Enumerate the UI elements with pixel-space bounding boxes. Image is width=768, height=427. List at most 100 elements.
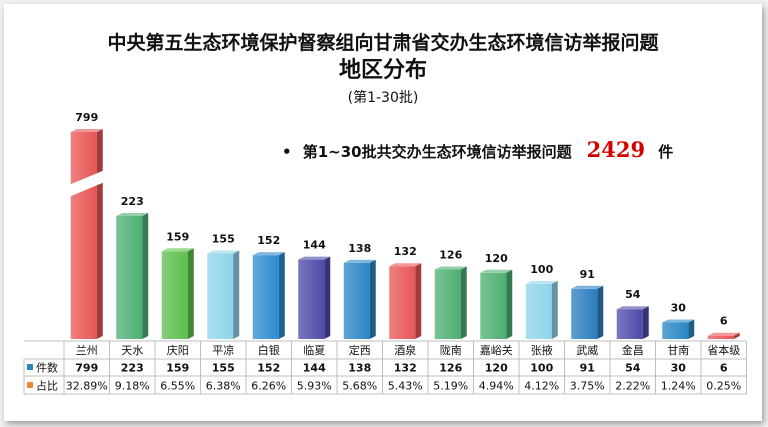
share-cell-12: 2.22% (615, 380, 650, 393)
category-label-14: 省本级 (707, 343, 740, 357)
bar-chart: 中央第五生态环境保护督察组向甘肃省交办生态环境信访举报问题 地区分布 (第1-3… (23, 31, 747, 395)
chart-batch-range: (第1-30批) (348, 89, 419, 106)
bar-side-14 (733, 332, 740, 339)
bar-value-label-3: 155 (212, 233, 235, 246)
category-label-0: 兰州 (76, 344, 98, 357)
bar-side-7 (415, 263, 422, 339)
bar-value-label-7: 132 (394, 245, 417, 258)
bar-5 (298, 259, 325, 339)
bar-side-0 (96, 129, 103, 339)
bar-value-label-11: 91 (580, 268, 595, 281)
bar-11 (571, 288, 598, 339)
chart-subtitle: 地区分布 (339, 57, 427, 83)
bar-top-2 (161, 248, 194, 252)
bar-value-label-5: 144 (303, 239, 326, 252)
total-note-unit: 件 (658, 143, 673, 161)
share-cell-14: 0.25% (706, 380, 741, 393)
bar-top-0 (70, 129, 103, 132)
bar-top-6 (343, 259, 376, 263)
count-cell-2: 159 (166, 362, 189, 375)
count-cell-9: 120 (485, 362, 508, 375)
share-cell-11: 3.75% (570, 380, 605, 393)
bar-side-4 (278, 252, 285, 339)
count-cell-12: 54 (625, 362, 641, 375)
share-row-label: 占比 (36, 379, 58, 393)
bars-group: 799 223 159 155 152 144 138 132 126 120 100 91 54 30 6 (68, 111, 740, 339)
bar-side-2 (187, 248, 194, 339)
chart-title: 中央第五生态环境保护督察组向甘肃省交办生态环境信访举报问题 (107, 31, 658, 54)
share-cell-2: 6.55% (160, 380, 195, 393)
bar-side-10 (551, 280, 558, 339)
total-note-value: 2429 (587, 137, 645, 162)
bar-2 (161, 251, 188, 339)
bar-top-8 (434, 266, 467, 270)
category-label-1: 天水 (121, 344, 143, 357)
share-cell-9: 4.94% (479, 380, 514, 393)
bar-top-13 (662, 319, 695, 323)
bar-top-7 (389, 263, 422, 267)
bar-value-label-8: 126 (439, 249, 462, 262)
share-cell-3: 6.38% (206, 380, 241, 393)
bar-value-label-6: 138 (348, 242, 371, 255)
total-note-bullet: • (282, 143, 292, 161)
bar-value-label-4: 152 (257, 234, 280, 247)
count-cell-11: 91 (580, 362, 595, 375)
bar-1 (116, 216, 143, 339)
bar-7 (389, 266, 416, 339)
bar-9 (480, 272, 507, 339)
bar-value-label-14: 6 (720, 315, 728, 328)
axis-break-mark (68, 170, 105, 197)
bar-side-1 (142, 213, 149, 339)
category-label-2: 庆阳 (167, 343, 189, 357)
bar-side-13 (688, 319, 695, 339)
category-label-9: 嘉峪关 (480, 343, 513, 357)
bar-4 (252, 255, 279, 339)
share-cell-4: 6.26% (251, 380, 286, 393)
bar-top-3 (207, 250, 240, 254)
bar-side-9 (506, 269, 513, 339)
bar-side-6 (369, 259, 376, 339)
bar-top-4 (252, 252, 285, 256)
count-cell-7: 132 (394, 362, 417, 375)
share-cell-8: 5.19% (433, 380, 468, 393)
bar-12 (616, 309, 643, 339)
category-label-8: 陇南 (440, 343, 462, 357)
bar-side-8 (460, 266, 467, 339)
share-cell-0: 32.89% (66, 380, 108, 393)
share-cell-6: 5.68% (342, 380, 377, 393)
bar-10 (525, 283, 552, 339)
share-cell-5: 5.93% (297, 380, 332, 393)
count-cell-6: 138 (348, 362, 371, 375)
bar-side-5 (324, 256, 331, 339)
bar-0 (70, 132, 97, 339)
bar-side-11 (597, 285, 604, 339)
count-cell-5: 144 (303, 362, 326, 375)
bar-side-12 (642, 306, 649, 339)
count-cell-1: 223 (121, 362, 144, 375)
bar-value-label-10: 100 (530, 263, 553, 276)
count-cell-8: 126 (439, 362, 462, 375)
bar-value-label-13: 30 (671, 301, 687, 314)
category-label-13: 甘南 (667, 344, 689, 357)
chart-frame: 中央第五生态环境保护督察组向甘肃省交办生态环境信访举报问题 地区分布 (第1-3… (4, 4, 762, 421)
total-note-prefix: 第1~30批共交办生态环境信访举报问题 (303, 143, 573, 161)
count-cell-4: 152 (257, 362, 280, 375)
bar-6 (343, 262, 370, 339)
bar-top-9 (480, 269, 513, 273)
category-label-3: 平凉 (212, 343, 234, 357)
count-row-marker (27, 364, 33, 370)
category-label-5: 临夏 (303, 343, 325, 357)
total-note: • 第1~30批共交办生态环境信访举报问题 2429 件 (282, 137, 673, 162)
bar-top-14 (707, 332, 740, 336)
bar-value-label-9: 120 (485, 252, 508, 265)
share-row-marker (27, 382, 33, 388)
bar-13 (662, 322, 689, 339)
bar-value-label-2: 159 (166, 230, 189, 243)
share-cell-10: 4.12% (524, 380, 559, 393)
category-label-7: 酒泉 (394, 343, 416, 357)
bar-top-10 (525, 280, 558, 284)
count-cell-14: 6 (720, 362, 728, 375)
bar-8 (434, 269, 461, 339)
bar-top-12 (616, 306, 649, 310)
